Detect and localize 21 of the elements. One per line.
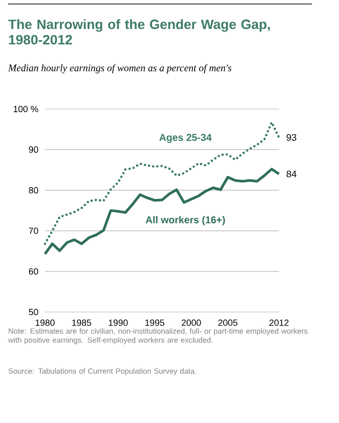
series-label: All workers (16+)	[146, 216, 225, 226]
y-tick-label: 50	[28, 308, 38, 316]
x-tick-label: 1990	[108, 320, 128, 326]
x-tick-label: 2000	[182, 320, 201, 326]
y-tick-label: 80	[28, 187, 38, 194]
y-tick-label: 60	[28, 268, 38, 275]
y-tick-label: 100 %	[14, 106, 38, 112]
data-label: 84	[286, 170, 296, 178]
x-tick-label: 2005	[218, 320, 238, 326]
y-tick-label: 70	[28, 228, 38, 234]
y-tick-label: 90	[28, 146, 38, 153]
x-tick-label: 2012	[269, 320, 289, 326]
chart-subtitle: Median hourly earnings of women as a percent of men's	[8, 64, 232, 74]
series-label: Ages 25-34	[159, 134, 212, 143]
line-series	[44, 121, 280, 245]
x-tick-label: 1985	[72, 320, 92, 326]
chart-title: The Narrowing of the Gender Wage Gap, 1980-2012	[8, 19, 270, 45]
x-tick-label: 1995	[145, 320, 164, 326]
x-tick-label: 1980	[36, 320, 55, 326]
line-series	[44, 168, 280, 256]
data-label: 93	[286, 134, 296, 141]
